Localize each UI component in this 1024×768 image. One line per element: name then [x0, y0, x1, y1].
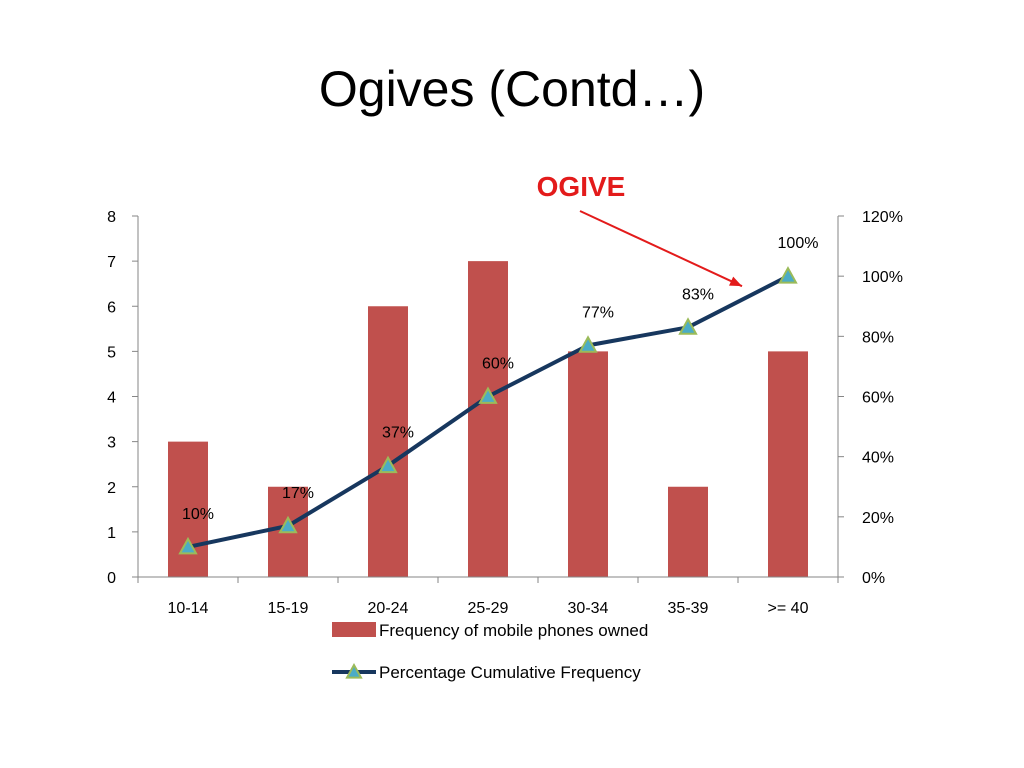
right-tick-label: 120% [862, 209, 903, 226]
ogive-annotation: OGIVE [537, 171, 743, 288]
ogive-annotation-label: OGIVE [537, 171, 626, 202]
data-label-15-19: 17% [282, 485, 314, 502]
ogive-marker-35-39 [678, 317, 698, 335]
x-tick-label: 20-24 [368, 600, 409, 617]
data-label-20-24: 37% [382, 425, 414, 442]
ogive-annotation-arrowhead [729, 276, 742, 287]
chart-legend: Frequency of mobile phones owned Percenta… [332, 621, 648, 682]
right-tick-label: 60% [862, 390, 894, 407]
left-tick-label: 4 [107, 390, 116, 407]
data-labels: 10% 17% 37% 60% 77% 83% 100% [182, 235, 818, 523]
bar-series [168, 261, 808, 577]
ogive-annotation-arrow [579, 210, 743, 288]
x-tick-label: 25-29 [468, 600, 509, 617]
data-label->= 40: 100% [778, 235, 819, 252]
left-tick-label: 0 [107, 570, 116, 587]
legend-bar-label: Frequency of mobile phones owned [379, 621, 648, 640]
data-label-30-34: 77% [582, 304, 614, 321]
left-tick-label: 7 [107, 254, 116, 271]
ogive-marker-20-24 [378, 455, 398, 474]
ogive-marker-10-14 [178, 536, 198, 555]
bar-25-29 [468, 261, 508, 577]
left-tick-label: 3 [107, 435, 116, 452]
left-tick-label: 2 [107, 480, 116, 497]
legend-bar-swatch [332, 622, 376, 637]
data-label-10-14: 10% [182, 506, 214, 523]
bar->= 40 [768, 351, 808, 577]
legend-line-marker [345, 662, 363, 679]
x-tick-label: 10-14 [168, 600, 209, 617]
bar-10-14 [168, 441, 208, 577]
ogive-marker-25-29 [478, 386, 498, 404]
x-tick-label: 35-39 [668, 600, 709, 617]
ogive-marker-30-34 [578, 335, 598, 353]
data-label-25-29: 60% [482, 356, 514, 373]
right-tick-label: 0% [862, 570, 885, 587]
x-tick-label: >= 40 [768, 600, 809, 617]
x-tick-label: 15-19 [268, 600, 309, 617]
left-tick-label: 8 [107, 209, 116, 226]
right-tick-label: 80% [862, 329, 894, 346]
bar-20-24 [368, 306, 408, 577]
bar-35-39 [668, 486, 708, 577]
ogive-line-series [178, 266, 798, 555]
ogive-marker-15-19 [278, 515, 298, 534]
slide-title: Ogives (Contd…) [318, 61, 706, 117]
right-tick-label: 40% [862, 450, 894, 467]
legend-line-label: Percentage Cumulative Frequency [379, 663, 641, 682]
data-label-35-39: 83% [682, 286, 714, 303]
right-tick-label: 20% [862, 510, 894, 527]
left-tick-label: 1 [107, 525, 116, 542]
left-tick-label: 6 [107, 299, 116, 316]
bar-30-34 [568, 351, 608, 577]
x-tick-label: 30-34 [568, 600, 609, 617]
right-tick-label: 100% [862, 269, 903, 286]
ogive-marker->= 40 [778, 266, 798, 284]
left-tick-label: 5 [107, 344, 116, 361]
